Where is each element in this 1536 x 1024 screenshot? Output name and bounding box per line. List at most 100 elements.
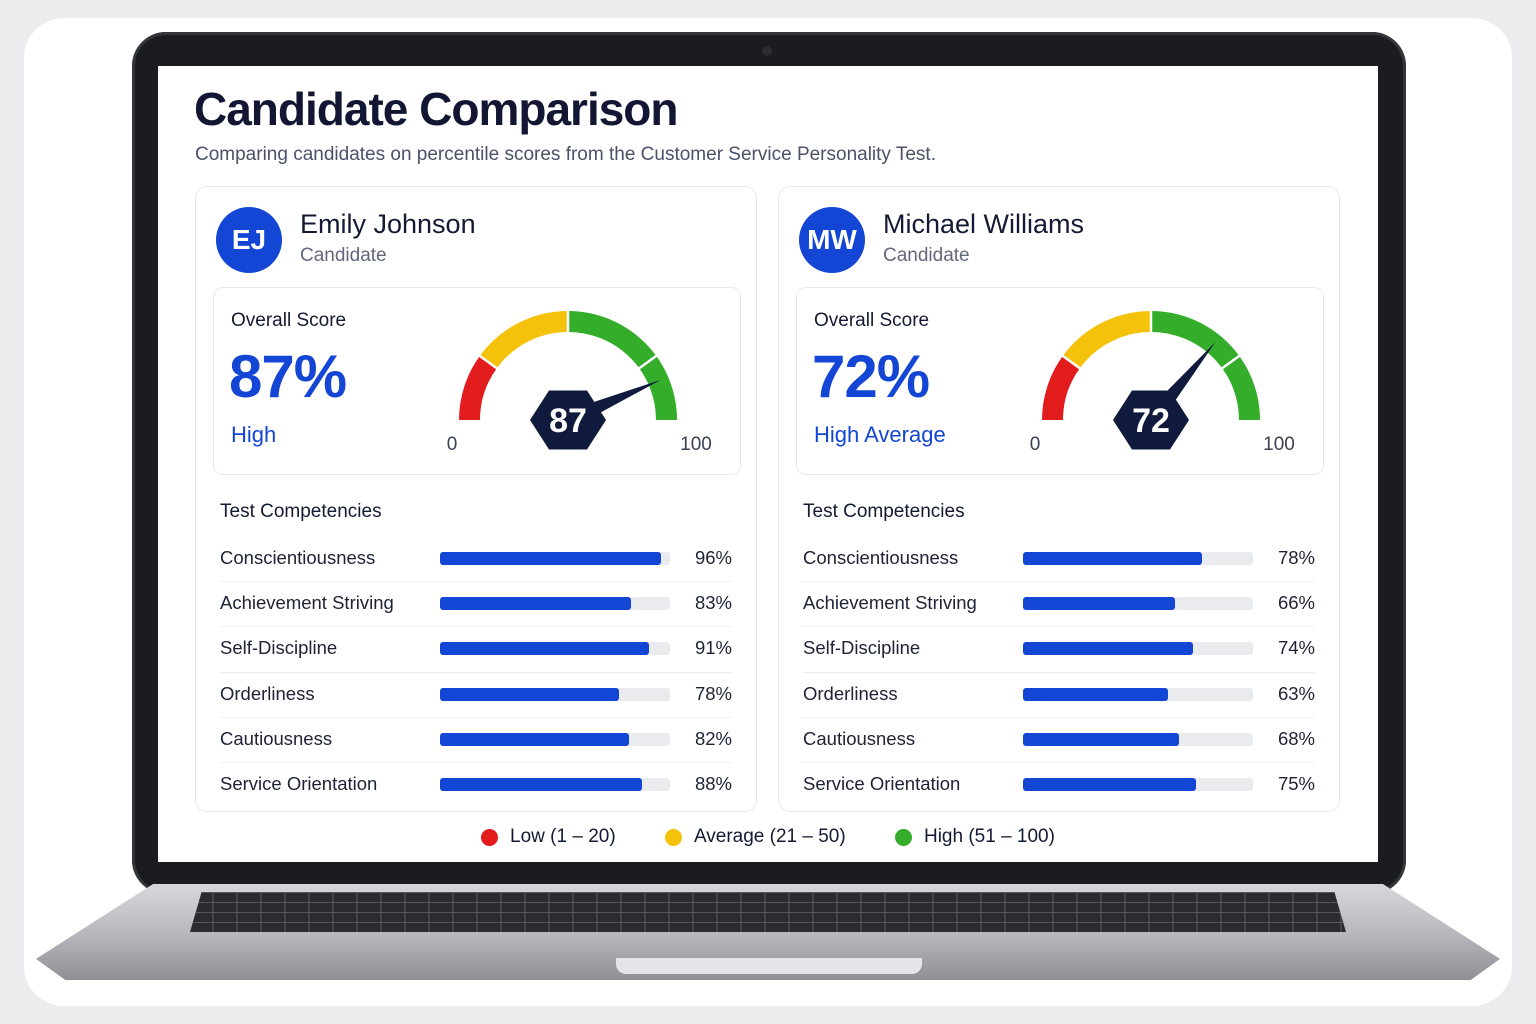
gauge-max-label: 100 (680, 434, 712, 455)
laptop-base-notch (616, 958, 922, 974)
gauge-segment (459, 355, 498, 421)
competency-bar-fill (440, 597, 631, 611)
competency-value: 82% (694, 727, 732, 749)
competency-value: 78% (694, 682, 732, 704)
competency-row: Orderliness 78% (220, 673, 732, 718)
competency-bar-fill (1023, 642, 1194, 656)
candidate-role: Candidate (300, 245, 387, 266)
gauge-separator (478, 354, 499, 370)
green-dot-icon (894, 828, 912, 846)
avatar[interactable]: MW (799, 207, 865, 273)
competency-row: Service Orientation 75% (803, 763, 1315, 808)
gauge-min-label: 0 (1030, 434, 1041, 455)
competency-label: Self-Discipline (803, 637, 921, 659)
competency-bar (1023, 597, 1253, 611)
competency-bar-fill (440, 687, 620, 701)
gauge-separator (1220, 354, 1241, 370)
competency-value: 66% (1277, 592, 1315, 614)
overall-score-label: Overall Score (231, 310, 347, 331)
candidate-name: Michael Williams (883, 209, 1085, 239)
legend-label: Average (21 – 50) (693, 826, 846, 847)
competency-value: 68% (1277, 727, 1315, 749)
competency-bar (440, 687, 670, 701)
competency-list: Conscientiousness 78% Achievement Strivi… (803, 537, 1315, 808)
laptop-keyboard (190, 892, 1346, 932)
competency-bar (440, 732, 670, 746)
competency-value: 74% (1277, 637, 1315, 659)
competency-bar (440, 642, 670, 656)
gauge-value-label: 87 (549, 402, 587, 440)
competency-label: Orderliness (220, 682, 315, 704)
legend-label: Low (1 – 20) (510, 826, 616, 847)
gauge-segment (567, 311, 677, 421)
competency-label: Achievement Striving (803, 592, 977, 614)
competency-label: Cautiousness (803, 727, 916, 749)
page-title: Candidate Comparison (194, 83, 679, 135)
competency-bar-fill (1023, 732, 1180, 746)
gauge-min-label: 0 (447, 434, 458, 455)
competency-bar-fill (1023, 552, 1203, 565)
competency-bar-fill (440, 552, 661, 565)
competency-bar (440, 597, 670, 611)
gauge-segment (1062, 311, 1152, 369)
competency-bar-fill (440, 642, 650, 656)
competency-bar-fill (1023, 777, 1196, 791)
overall-score-gauge: 87 0 100 (447, 310, 712, 455)
gauge-max-label: 100 (1263, 434, 1295, 455)
overall-score-panel: Overall Score 72% High Average 72 0 100 (796, 287, 1324, 475)
laptop-screen: Candidate Comparison Comparing candidate… (158, 66, 1378, 862)
legend-item-high: High (51 – 100) (894, 826, 1055, 848)
candidate-name: Emily Johnson (300, 209, 476, 239)
competency-label: Conscientiousness (803, 547, 959, 568)
competency-bar-fill (440, 732, 629, 746)
overall-score-panel: Overall Score 87% High 87 0 100 (213, 287, 741, 475)
yellow-dot-icon (664, 828, 682, 846)
competency-row: Self-Discipline 74% (803, 627, 1315, 673)
legend-item-low: Low (1 – 20) (481, 826, 616, 848)
competency-value: 75% (1277, 772, 1315, 794)
candidate-card-emily-johnson: EJ Emily Johnson Candidate Overall Score… (195, 186, 757, 812)
competency-list: Conscientiousness 96% Achievement Strivi… (220, 537, 732, 808)
overall-score-value: 72% (812, 343, 930, 410)
competency-label: Orderliness (803, 682, 898, 704)
competencies-title: Test Competencies (220, 501, 382, 522)
gauge-hub (1113, 390, 1189, 450)
competency-row: Achievement Striving 83% (220, 582, 732, 628)
red-dot-icon (481, 828, 499, 846)
competency-value: 91% (694, 637, 732, 659)
competency-label: Self-Discipline (220, 637, 338, 659)
competency-row: Achievement Striving 66% (803, 582, 1315, 628)
gauge-separator (637, 354, 658, 370)
gauge-value-label: 72 (1132, 402, 1170, 440)
overall-score-label: Overall Score (814, 310, 930, 331)
competency-label: Service Orientation (220, 772, 378, 794)
competency-bar-fill (1023, 687, 1168, 701)
gauge-separator (1061, 354, 1082, 370)
gauge-segment (1150, 311, 1260, 421)
competency-bar (440, 777, 670, 791)
overall-score-gauge: 72 0 100 (1030, 310, 1295, 455)
competency-value: 96% (694, 547, 732, 568)
webcam (762, 46, 772, 56)
legend-item-average: Average (21 – 50) (664, 826, 846, 848)
competency-label: Conscientiousness (220, 547, 376, 568)
legend-label: High (51 – 100) (923, 826, 1055, 847)
competency-bar-fill (440, 777, 643, 791)
competency-bar (1023, 552, 1253, 565)
competency-row: Orderliness 63% (803, 673, 1315, 718)
competency-label: Cautiousness (220, 727, 333, 749)
page-subtitle: Comparing candidates on percentile score… (195, 144, 936, 165)
competency-value: 63% (1277, 682, 1315, 704)
competency-row: Cautiousness 82% (220, 718, 732, 763)
competency-label: Service Orientation (803, 772, 961, 794)
competency-bar (440, 552, 670, 565)
competency-value: 83% (694, 592, 732, 614)
competency-label: Achievement Striving (220, 592, 394, 614)
competency-value: 78% (1277, 547, 1315, 568)
competency-bar (1023, 687, 1253, 701)
competency-value: 88% (694, 772, 732, 794)
competency-bar (1023, 642, 1253, 656)
avatar[interactable]: EJ (216, 207, 282, 273)
score-legend: Low (1 – 20) Average (21 – 50) High (51 … (158, 826, 1378, 852)
competency-bar (1023, 777, 1253, 791)
